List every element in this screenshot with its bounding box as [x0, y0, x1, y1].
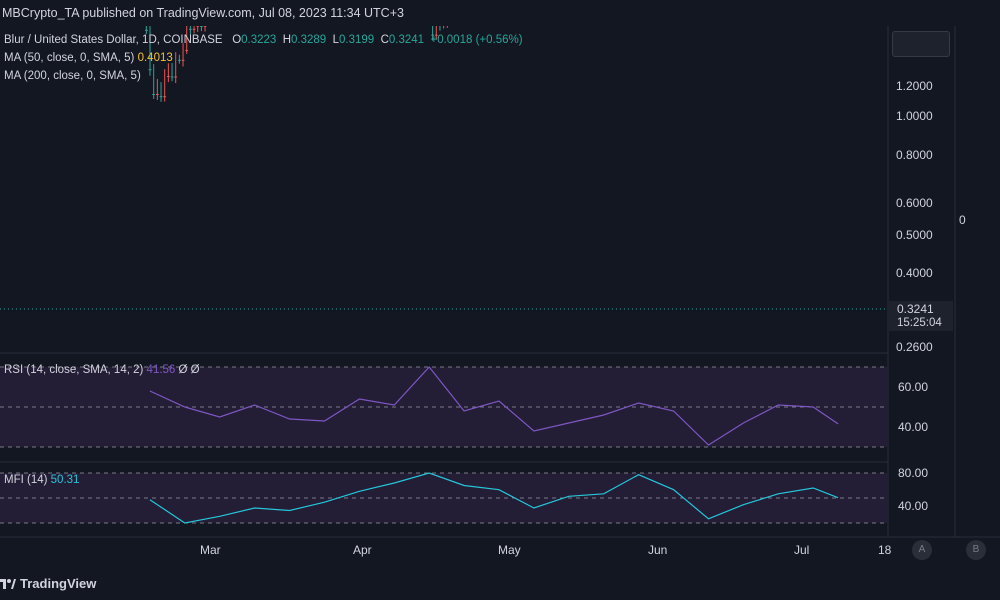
candle-body — [431, 34, 435, 36]
candles-group — [144, 26, 448, 102]
tradingview-brand: TradingView — [20, 575, 97, 591]
candle-body — [170, 76, 174, 78]
time-label-apr: Apr — [353, 543, 372, 557]
candle-body — [185, 50, 189, 52]
candle-body — [144, 29, 148, 31]
high-label: H — [282, 34, 292, 46]
mfi-legend[interactable]: MFI (14) 50.31 — [4, 474, 79, 486]
candle-body — [148, 69, 152, 71]
rsi-tick-40: 40.00 — [898, 420, 929, 434]
ma50-value: 0.4013 — [137, 52, 173, 64]
countdown-tag: 15:25:04 — [889, 316, 953, 331]
rsi-extra: Ø Ø — [178, 364, 200, 376]
close-value: 0.3241 — [388, 34, 425, 46]
tradingview-logo-icon — [0, 579, 16, 589]
low-label: L — [332, 34, 340, 46]
low-value: 0.3199 — [339, 34, 375, 46]
time-label-may: May — [498, 543, 521, 557]
open-label: O — [232, 34, 242, 46]
open-value: 0.3223 — [241, 34, 277, 46]
candle-body — [152, 93, 156, 95]
chart-canvas[interactable] — [0, 26, 1000, 566]
candle-body — [177, 59, 181, 61]
candle-body — [166, 75, 170, 77]
candle-body — [159, 96, 163, 98]
candle-body — [155, 93, 159, 95]
rsi-line — [149, 366, 839, 446]
price-tick-3: 0.8000 — [896, 148, 933, 162]
last-price-tag: 0.3241 — [889, 301, 953, 317]
price-tick-7: 0.2600 — [896, 340, 933, 354]
candle-body — [181, 59, 185, 61]
candle-body — [434, 34, 438, 36]
price-tick-5: 0.5000 — [896, 228, 933, 242]
time-label-jul: Jul — [794, 543, 810, 557]
rsi-value: 41.56 — [146, 364, 176, 376]
time-label-18: 18 — [878, 543, 892, 557]
candle-body — [196, 26, 200, 27]
ma200-legend[interactable]: MA (200, close, 0, SMA, 5) — [4, 70, 141, 82]
candle-body — [163, 96, 167, 98]
auto-scale-button[interactable]: A — [912, 540, 932, 560]
change-value: +0.0018 (+0.56%) — [430, 34, 523, 46]
high-value: 0.3289 — [291, 34, 327, 46]
price-tick-1: 1.2000 — [896, 79, 933, 93]
time-label-jun: Jun — [648, 543, 668, 557]
candle-body — [199, 26, 203, 27]
side-scale-value: 0 — [959, 213, 966, 227]
candle-body — [203, 26, 207, 27]
rsi-legend[interactable]: RSI (14, close, SMA, 14, 2) 41.56 Ø Ø — [4, 364, 200, 376]
publisher-header: MBCrypto_TA published on TradingView.com… — [2, 6, 404, 20]
mfi-tick-40: 40.00 — [898, 499, 929, 513]
candle-body — [192, 28, 196, 30]
rsi-tick-60: 60.00 — [898, 380, 929, 394]
candle-body — [188, 28, 192, 30]
price-tick-6: 0.4000 — [896, 266, 933, 280]
mfi-value: 50.31 — [50, 474, 80, 486]
ma50-legend[interactable]: MA (50, close, 0, SMA, 5) 0.4013 — [4, 52, 173, 64]
rsi-label: RSI (14, close, SMA, 14, 2) — [4, 364, 144, 376]
time-label-mar: Mar — [200, 543, 221, 557]
candle-body — [174, 76, 178, 78]
mfi-line — [149, 472, 839, 524]
mfi-label: MFI (14) — [4, 474, 48, 486]
ma50-label: MA (50, close, 0, SMA, 5) — [4, 52, 135, 64]
mfi-tick-80: 80.00 — [898, 466, 929, 480]
tradingview-logo[interactable]: TradingView — [0, 572, 96, 594]
scale-b-button[interactable]: B — [966, 540, 986, 560]
symbol-legend[interactable]: Blur / United States Dollar, 1D, COINBAS… — [4, 34, 523, 46]
scale-settings-box[interactable] — [892, 31, 950, 57]
ma200-label: MA (200, close, 0, SMA, 5) — [4, 70, 141, 82]
price-tick-2: 1.0000 — [896, 109, 933, 123]
close-label: C — [380, 34, 389, 46]
symbol-name: Blur / United States Dollar, 1D, COINBAS… — [4, 34, 223, 46]
price-tick-4: 0.6000 — [896, 196, 933, 210]
